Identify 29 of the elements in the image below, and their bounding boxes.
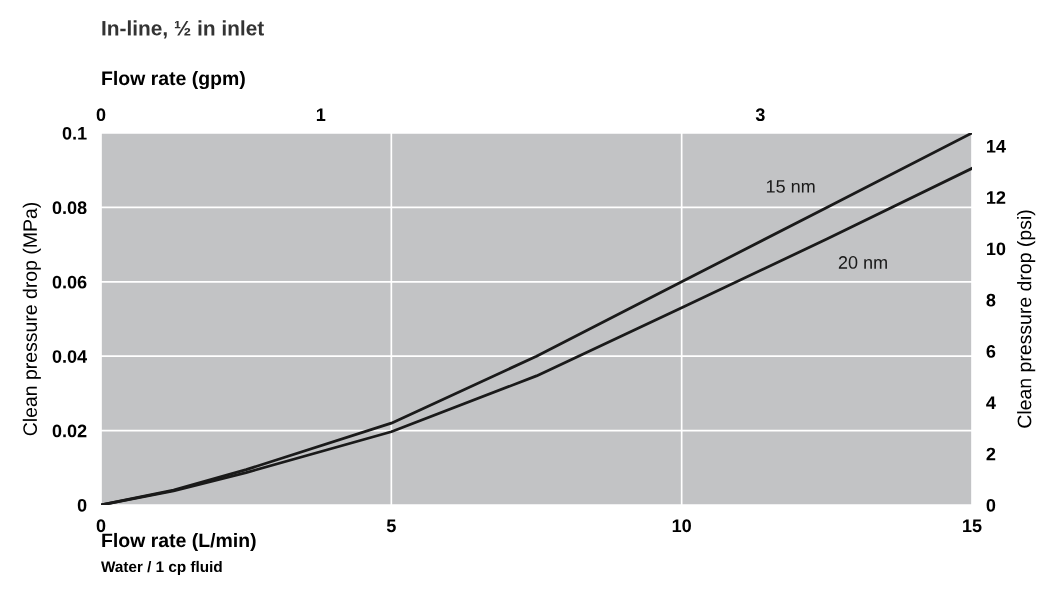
y2-tick-label: 12 — [987, 191, 1006, 204]
x-tick-label: 15 — [963, 519, 982, 533]
series-label: 15 nm — [766, 180, 815, 193]
y2-tick-label: 10 — [987, 242, 1006, 256]
chart-title: In-line, ½ in inlet — [102, 20, 264, 39]
y2-axis-title: Clean pressure drop (psi) — [1017, 210, 1036, 428]
y-tick-label: 0.08 — [52, 201, 87, 215]
text: Water / 1 cp fluid — [101, 560, 222, 576]
x-tick-label: 0 — [96, 519, 106, 533]
x-tick-label: 5 — [386, 519, 396, 533]
x2-tick-label: 1 — [316, 108, 326, 121]
y-tick-label: 0 — [77, 498, 87, 512]
x-tick-label: 10 — [672, 519, 691, 533]
y2-tick-label: 0 — [986, 498, 996, 512]
x2-axis-title: Flow rate (gpm) — [102, 70, 245, 90]
y-tick-label: 0.02 — [52, 424, 87, 438]
y-axis-title: Clean pressure drop (MPa) — [22, 202, 41, 436]
y2-tick-label: 6 — [986, 345, 996, 358]
y2-tick-label: 2 — [986, 447, 996, 461]
y2-tick-label: 14 — [987, 140, 1006, 153]
x2-tick-label: 3 — [755, 108, 765, 122]
y2-tick-label: 4 — [986, 396, 996, 409]
x2-tick-label: 0 — [96, 108, 106, 122]
y2-tick-label: 8 — [986, 293, 996, 307]
y-tick-label: 0.04 — [52, 350, 88, 363]
x-axis-title: Flow rate (L/min) — [102, 532, 256, 552]
series-label: 20 nm — [838, 256, 887, 269]
y-tick-label: 0.1 — [62, 126, 87, 140]
y-tick-label: 0.06 — [52, 275, 87, 289]
